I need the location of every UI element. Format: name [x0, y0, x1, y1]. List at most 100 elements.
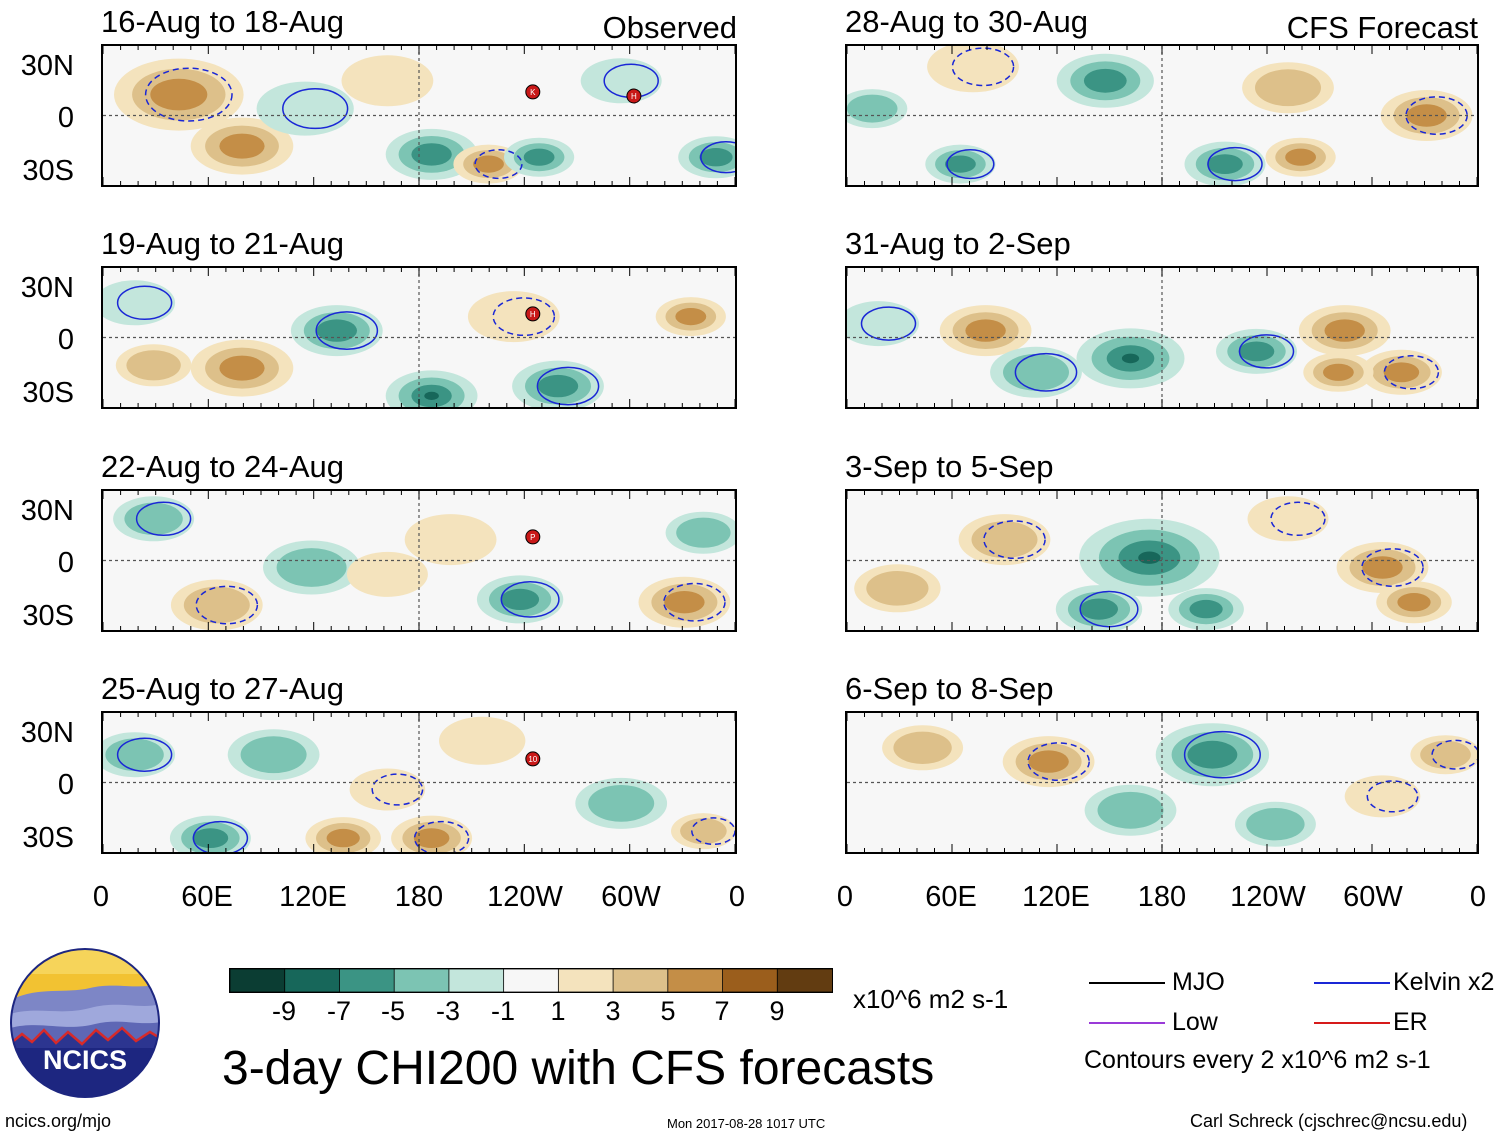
colorbar-tick: -3 — [435, 996, 460, 1026]
panel-2-title: 19-Aug to 21-Aug — [101, 226, 345, 261]
panel-3-title: 22-Aug to 24-Aug — [101, 449, 345, 484]
colorbar-tick: -1 — [490, 996, 515, 1026]
colorbar-tick: -5 — [380, 996, 405, 1026]
positive-anomaly-shading — [1344, 775, 1421, 818]
negative-anomaly-shading — [1246, 808, 1305, 841]
colorbar-swatch — [722, 969, 779, 992]
map-field-7 — [847, 491, 1477, 630]
panel-8-title: 6-Sep to 8-Sep — [845, 671, 1054, 706]
positive-anomaly-shading — [866, 571, 929, 606]
lat-label-30n: 30N — [20, 272, 74, 304]
lat-label-eq: 0 — [57, 324, 74, 356]
colorbar-swatch — [612, 969, 669, 992]
positive-anomaly-shading — [1323, 363, 1354, 381]
map-panel-4: 10 — [101, 711, 737, 854]
negative-anomaly-shading — [124, 502, 183, 535]
positive-anomaly-shading — [346, 551, 428, 597]
lat-label-eq: 0 — [57, 102, 74, 134]
negative-anomaly-shading — [316, 319, 357, 342]
kelvin-contour — [413, 820, 470, 852]
colorbar-swatches — [230, 969, 832, 992]
footer-url[interactable]: ncics.org/mjo — [5, 1111, 112, 1131]
storm-label: 10 — [528, 755, 537, 764]
colorbar-swatch — [776, 969, 832, 992]
colorbar-tick: -7 — [326, 996, 351, 1026]
legend-label-er: ER — [1393, 1008, 1428, 1036]
lon-label-60w: 60W — [601, 881, 661, 913]
observed-label: Observed — [602, 10, 737, 45]
colorbar-tick: 3 — [605, 996, 621, 1026]
kelvin-contour — [116, 285, 173, 321]
storm-label: H — [631, 92, 637, 101]
map-panel-2: H — [101, 266, 737, 409]
negative-anomaly-shading — [276, 548, 347, 587]
lon-label-60e: 60E — [181, 881, 233, 913]
storm-marker: K — [525, 84, 541, 100]
storm-marker: 10 — [525, 751, 541, 767]
colorbar-swatch — [284, 969, 341, 992]
lon-label-180: 180 — [1137, 881, 1187, 913]
negative-anomaly-shading — [847, 94, 898, 123]
kelvin-contour — [951, 47, 1015, 87]
positive-anomaly-shading — [1324, 319, 1365, 342]
colorbar-swatch — [448, 969, 505, 992]
lat-label-30n: 30N — [20, 717, 74, 749]
kelvin-contour — [663, 582, 726, 622]
kelvin-contour — [500, 581, 560, 618]
map-panel-3: P — [101, 489, 737, 632]
lon-label-0: 0 — [92, 881, 110, 913]
panel-5-title: 28-Aug to 30-Aug — [845, 4, 1089, 39]
colorbar-swatch — [557, 969, 614, 992]
panel-6-title: 31-Aug to 2-Sep — [845, 226, 1071, 261]
cfs-forecast-label: CFS Forecast — [1286, 10, 1478, 45]
kelvin-contour — [135, 501, 192, 537]
positive-anomaly-shading — [473, 155, 504, 173]
negative-anomaly-shading — [537, 374, 579, 398]
legend-label-mjo: MJO — [1172, 968, 1225, 996]
negative-anomaly-shading — [676, 517, 731, 548]
lon-label-120e: 120E — [279, 881, 347, 913]
lon-label-60w: 60W — [1343, 881, 1403, 913]
negative-anomaly-shading — [256, 81, 354, 136]
colorbar-units: x10^6 m2 s-1 — [853, 984, 1009, 1014]
lon-label-0: 0 — [728, 881, 746, 913]
kelvin-contour — [946, 149, 995, 180]
negative-anomaly-shading — [192, 828, 229, 848]
storm-marker: H — [525, 306, 541, 322]
lon-label-120e: 120E — [1022, 881, 1090, 913]
kelvin-contour — [700, 141, 735, 174]
colorbar-swatch — [393, 969, 450, 992]
lon-label-180: 180 — [394, 881, 444, 913]
kelvin-contour — [195, 585, 259, 625]
positive-anomaly-shading — [893, 731, 952, 764]
storm-label: P — [530, 533, 535, 542]
positive-anomaly-shading — [183, 586, 250, 624]
kelvin-contour — [492, 297, 556, 337]
legend-line-mjo — [1089, 982, 1165, 984]
lat-label-30s: 30S — [22, 155, 74, 187]
negative-anomaly-shading — [501, 588, 540, 610]
footer-author: Carl Schreck (cjschrec@ncsu.edu) — [1190, 1111, 1468, 1131]
negative-anomaly-shading — [580, 58, 662, 104]
kelvin-contour — [315, 311, 379, 351]
negative-anomaly-shading — [945, 155, 976, 173]
storm-label: K — [530, 88, 536, 97]
panel-7-title: 3-Sep to 5-Sep — [845, 449, 1054, 484]
positive-anomaly-shading — [1397, 593, 1431, 612]
legend-label-kelvin: Kelvin x2 — [1393, 968, 1495, 996]
ncics-logo: NCICS — [10, 948, 160, 1098]
positive-anomaly-shading — [1028, 750, 1069, 773]
positive-anomaly-shading — [1247, 496, 1329, 542]
footer-timestamp: Mon 2017-08-28 1017 UTC — [667, 1116, 826, 1131]
colorbar-tick: 9 — [769, 996, 785, 1026]
lon-label-120w: 120W — [1230, 881, 1306, 913]
kelvin-contour — [691, 817, 735, 846]
kelvin-contour — [536, 366, 600, 406]
colorbar-swatch — [339, 969, 396, 992]
map-field-3: P — [103, 491, 735, 630]
colorbar-tick: -9 — [271, 996, 296, 1026]
storm-marker: P — [525, 529, 541, 545]
logo-text: NCICS — [43, 1045, 127, 1075]
map-field-4: 10 — [103, 713, 735, 852]
